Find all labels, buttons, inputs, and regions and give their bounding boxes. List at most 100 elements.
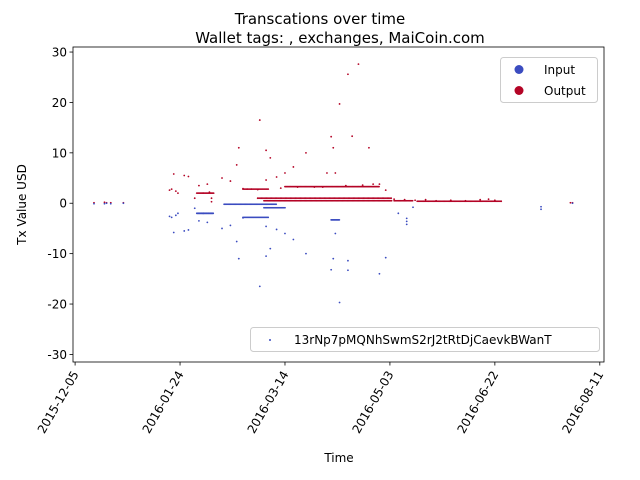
data-point <box>397 212 400 215</box>
data-point <box>265 255 267 258</box>
data-point <box>352 197 355 200</box>
data-point <box>363 197 366 200</box>
data-point <box>370 197 372 200</box>
data-point <box>310 197 313 200</box>
data-point <box>304 197 307 200</box>
data-point <box>284 232 286 235</box>
series-output <box>93 63 574 204</box>
data-point <box>284 197 287 200</box>
data-point <box>322 197 325 200</box>
y-tick-label: 30 <box>52 46 67 60</box>
data-point <box>367 197 370 200</box>
data-point <box>305 197 308 200</box>
data-point <box>368 197 371 200</box>
data-point <box>269 247 272 250</box>
data-point <box>412 206 414 209</box>
data-point <box>330 135 333 138</box>
data-point <box>362 197 365 200</box>
data-point <box>170 216 173 219</box>
data-point <box>212 192 215 195</box>
data-point <box>326 197 328 200</box>
data-point <box>376 197 379 200</box>
data-point <box>336 197 338 200</box>
legend-address-box <box>250 327 600 352</box>
data-point <box>289 197 292 200</box>
data-point <box>381 197 384 200</box>
plot-frame <box>72 46 605 363</box>
data-point <box>292 166 295 168</box>
data-point <box>479 198 482 201</box>
data-point <box>279 197 282 200</box>
data-point <box>172 173 175 175</box>
data-point <box>390 199 393 202</box>
data-point <box>380 197 383 200</box>
data-point <box>372 197 375 200</box>
data-point <box>339 197 342 200</box>
data-point <box>344 197 347 200</box>
data-point <box>368 146 370 149</box>
data-point <box>264 197 267 200</box>
series-input <box>93 202 574 304</box>
legend-address-marker <box>269 339 271 341</box>
data-point <box>103 202 106 205</box>
data-point <box>328 197 331 200</box>
data-point <box>292 238 295 241</box>
data-point <box>229 224 232 227</box>
x-axis: 2015-12-05 2016-01-24 2016-03-14 2016-05-03… <box>35 362 606 436</box>
data-point <box>377 197 380 200</box>
data-point <box>334 197 337 200</box>
data-point <box>229 180 232 182</box>
legend-address: 13rNp7pMQNhSwmS2rJ2tRtDjCaevkBWanT <box>250 327 600 352</box>
x-tick-label: 2016-06-22 <box>454 369 501 436</box>
data-point <box>250 188 253 191</box>
data-point <box>263 197 265 200</box>
data-point <box>424 198 427 201</box>
x-axis-label: Time <box>323 451 353 465</box>
data-point <box>347 269 349 272</box>
data-point <box>405 217 408 220</box>
data-point <box>237 257 240 260</box>
data-point <box>206 183 209 185</box>
data-point <box>170 188 173 191</box>
x-tick-label: 2015-12-05 <box>35 369 82 436</box>
data-point <box>202 212 205 215</box>
data-point <box>256 188 259 191</box>
data-point <box>308 197 311 200</box>
data-point <box>338 197 341 200</box>
data-point <box>371 197 374 200</box>
y-tick-label: -30 <box>47 348 67 362</box>
legend-output-label: Output <box>544 84 586 98</box>
data-point <box>326 172 328 174</box>
data-point <box>343 197 346 200</box>
data-point <box>273 197 275 200</box>
data-point <box>281 197 284 200</box>
data-point <box>275 197 278 200</box>
data-point <box>279 187 282 190</box>
y-tick-label: -10 <box>47 247 67 261</box>
data-point <box>235 164 238 166</box>
data-point <box>297 197 299 200</box>
data-point <box>378 197 381 200</box>
data-point <box>271 197 274 200</box>
data-point <box>334 172 337 174</box>
data-point <box>307 197 309 200</box>
data-point <box>321 197 323 200</box>
chart-title: Transcations over time <box>234 10 406 28</box>
y-axis-label: Tx Value USD <box>15 164 29 246</box>
legend-series: Input Output <box>500 57 598 103</box>
data-point <box>300 197 303 200</box>
data-point <box>393 198 396 201</box>
data-point <box>347 259 349 262</box>
data-point <box>540 208 542 211</box>
data-point <box>275 176 278 178</box>
data-point <box>269 156 272 159</box>
data-point <box>493 199 496 202</box>
y-tick-label: 10 <box>52 146 67 160</box>
data-point <box>210 197 213 200</box>
data-point <box>187 175 190 178</box>
data-point <box>378 272 381 275</box>
data-point <box>258 119 261 121</box>
data-point <box>285 197 288 200</box>
data-point <box>283 197 286 200</box>
data-point <box>242 216 244 219</box>
